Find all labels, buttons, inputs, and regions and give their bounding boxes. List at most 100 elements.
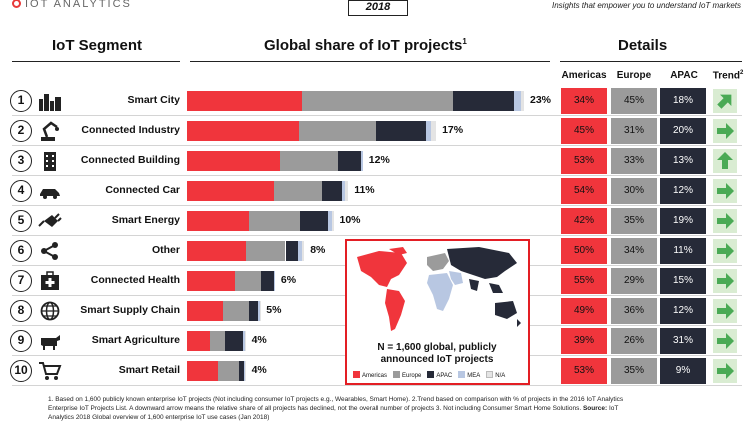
- footnote-source-text: IoT: [608, 405, 619, 412]
- detail-europe-cell: 26%: [611, 328, 657, 354]
- bar-segment-americas: [187, 301, 223, 321]
- row-divider: [12, 115, 742, 116]
- footnote-line2: Enterprise IoT Projects List. A downward…: [48, 404, 748, 413]
- trend-arrow-icon: [713, 119, 737, 143]
- rank-number: 6: [10, 240, 32, 262]
- bar-segment-apac: [376, 121, 427, 141]
- col-americas: Americas: [561, 70, 607, 81]
- bar-segment-apac: [322, 181, 342, 201]
- segment-label: Smart City: [127, 94, 180, 106]
- footnote-line1: 1. Based on 1,600 publicly known enterpr…: [48, 396, 624, 403]
- legend-mea: MEA: [458, 371, 480, 379]
- bar-segment-americas: [187, 361, 219, 381]
- bar-segment-americas: [187, 271, 236, 291]
- rank-number: 2: [10, 120, 32, 142]
- segment-label: Smart Energy: [111, 214, 180, 226]
- detail-americas-cell: 42%: [561, 208, 607, 234]
- footnote-line2-text: Enterprise IoT Projects List. A downward…: [48, 405, 582, 412]
- detail-apac-cell: 9%: [660, 358, 706, 384]
- map-legend: Americas Europe APAC MEA N/A: [353, 371, 505, 379]
- detail-europe-cell: 35%: [611, 208, 657, 234]
- bar-segment-apac: [249, 301, 259, 321]
- bar-segment-europe: [301, 91, 454, 111]
- bar-segment-mea: [361, 151, 363, 171]
- map-caption: N = 1,600 global, publicly announced IoT…: [347, 342, 527, 366]
- trend-arrow-icon: [713, 209, 737, 233]
- bar-segment-europe: [280, 151, 339, 171]
- row-divider: [12, 205, 742, 206]
- rank-number: 9: [10, 330, 32, 352]
- bar-segment-europe: [235, 271, 261, 291]
- segment-heading: IoT Segment: [52, 37, 142, 54]
- bar-segment-na: [520, 91, 524, 111]
- brand-name: IOT ANALYTICS: [25, 0, 132, 10]
- bar-segment-mea: [258, 301, 260, 321]
- segment-label: Smart Agriculture: [91, 334, 180, 346]
- rank-number: 8: [10, 300, 32, 322]
- detail-americas-cell: 55%: [561, 268, 607, 294]
- bar-segment-mea: [327, 211, 333, 231]
- bar-segment-apac: [299, 211, 328, 231]
- detail-apac-cell: 31%: [660, 328, 706, 354]
- building-icon: [37, 150, 63, 172]
- footnote-line3: Analytics 2018 Global overview of 1,600 …: [48, 414, 270, 421]
- share-label: 10%: [339, 214, 361, 226]
- bar-segment-americas: [187, 181, 274, 201]
- plug-icon: [37, 210, 63, 232]
- tagline: Insights that empower you to understand …: [552, 1, 741, 10]
- share-label: 4%: [251, 334, 267, 346]
- rank-number: 4: [10, 180, 32, 202]
- share-label: 6%: [280, 274, 297, 286]
- bar-segment-europe: [299, 121, 377, 141]
- trend-arrow-icon: [713, 329, 737, 353]
- legend-na: N/A: [486, 371, 505, 379]
- row-divider: [12, 235, 742, 236]
- bar-segment-europe: [274, 181, 323, 201]
- detail-apac-cell: 11%: [660, 238, 706, 264]
- cow-icon: [37, 330, 63, 352]
- robot-arm-icon: [37, 120, 63, 142]
- share-icon: [37, 240, 63, 262]
- bar-segment-europe: [245, 241, 286, 261]
- share-label: 17%: [442, 124, 464, 136]
- detail-americas-cell: 39%: [561, 328, 607, 354]
- detail-apac-cell: 18%: [660, 88, 706, 114]
- bar-segment-americas: [187, 91, 302, 111]
- col-trend-text: Trend: [712, 70, 740, 82]
- bar-segment-mea: [341, 181, 345, 201]
- bar-segment-apac: [453, 91, 514, 111]
- share-label: 5%: [266, 304, 282, 316]
- legend-na-label: N/A: [495, 373, 506, 379]
- bar-segment-mea: [513, 91, 521, 111]
- detail-americas-cell: 45%: [561, 118, 607, 144]
- world-map-icon: [357, 247, 521, 331]
- bar-segment-europe: [222, 301, 250, 321]
- segment-heading-text: IoT Segment: [52, 37, 143, 54]
- bar-segment-americas: [187, 211, 249, 231]
- trend-arrow-icon: [713, 359, 737, 383]
- detail-europe-cell: 35%: [611, 358, 657, 384]
- bar-segment-europe: [209, 331, 226, 351]
- bar-segment-mea: [243, 331, 246, 351]
- footnote-source-label: Source:: [582, 405, 608, 412]
- detail-europe-cell: 31%: [611, 118, 657, 144]
- cart-icon: [37, 360, 63, 382]
- legend-europe-label: Europe: [402, 373, 422, 379]
- brand-logo: IOT ANALYTICS: [12, 0, 132, 10]
- trend-arrow-icon: [713, 299, 737, 323]
- legend-europe: Europe: [393, 371, 421, 379]
- segment-label: Smart Retail: [118, 364, 180, 376]
- rank-number: 5: [10, 210, 32, 232]
- map-caption-line1: N = 1,600 global, publicly: [377, 342, 497, 353]
- year-badge: 2018: [348, 0, 408, 16]
- bar-segment-apac: [285, 241, 299, 261]
- share-label: 4%: [251, 364, 267, 376]
- segment-label: Connected Car: [105, 184, 180, 196]
- detail-americas-cell: 53%: [561, 148, 607, 174]
- detail-europe-cell: 30%: [611, 178, 657, 204]
- bar-segment-mea: [426, 121, 432, 141]
- share-heading-sup: 1: [462, 37, 467, 46]
- segment-label: Smart Supply Chain: [80, 304, 180, 316]
- detail-apac-cell: 13%: [660, 148, 706, 174]
- bar-segment-na: [431, 121, 437, 141]
